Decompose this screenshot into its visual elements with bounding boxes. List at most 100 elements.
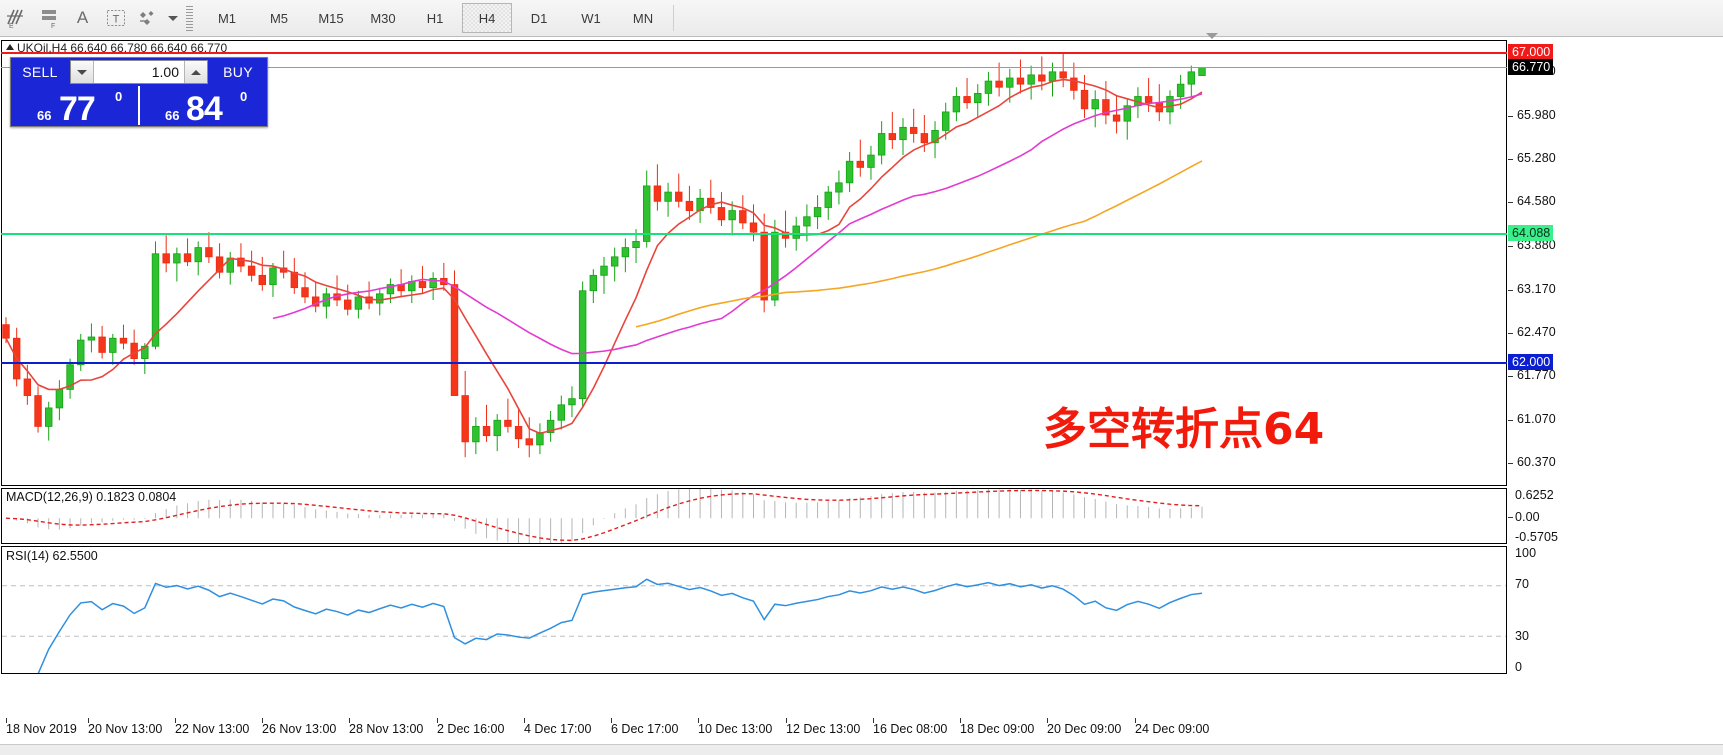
time-tick xyxy=(349,718,350,723)
rsi-label: RSI(14) 62.5500 xyxy=(6,549,98,563)
time-tick xyxy=(524,718,525,723)
price-axis-label: 62.470 xyxy=(1517,324,1556,339)
time-tick xyxy=(1135,718,1136,723)
time-axis[interactable]: 18 Nov 2019 20 Nov 13:00 22 Nov 13:00 26 No… xyxy=(0,718,1723,744)
sell-button[interactable]: SELL xyxy=(22,64,58,80)
level-line-64088[interactable] xyxy=(1,232,1507,235)
sell-price-main: 77 xyxy=(59,90,96,128)
objects-icon[interactable] xyxy=(132,3,165,33)
price-tick xyxy=(1508,376,1513,378)
time-axis-label: 20 Nov 13:00 xyxy=(88,722,163,736)
text-label-icon[interactable]: T xyxy=(99,3,132,33)
price-axis-label: 65.980 xyxy=(1517,107,1556,122)
timeframe-h4[interactable]: H4 xyxy=(462,3,512,33)
collapse-triangle-icon[interactable] xyxy=(6,44,14,50)
time-tick xyxy=(786,718,787,723)
price-tick xyxy=(1508,332,1513,334)
time-tick xyxy=(960,718,961,723)
sell-price-point: 0 xyxy=(115,89,123,104)
level-line-62000[interactable] xyxy=(1,362,1507,365)
indicators-icon[interactable]: E xyxy=(0,3,33,33)
price-axis[interactable]: 66.68065.98065.28064.58063.88063.17062.4… xyxy=(1508,40,1723,486)
time-tick xyxy=(437,718,438,723)
trade-panel-top: SELL 1.00 BUY xyxy=(11,58,267,86)
buy-price-display[interactable]: 66 84 0 xyxy=(138,86,267,128)
price-tick xyxy=(1508,289,1513,291)
main-toolbar: E F A T M1 M5 M15 M30 H1 H4 D1 W1 MN xyxy=(0,0,1723,37)
buy-button[interactable]: BUY xyxy=(223,64,253,80)
price-tick xyxy=(1508,158,1513,160)
time-tick xyxy=(698,718,699,723)
price-tick xyxy=(1508,245,1513,247)
svg-text:T: T xyxy=(112,14,119,26)
time-axis-label: 4 Dec 17:00 xyxy=(524,722,592,736)
price-tick xyxy=(1508,463,1513,465)
time-axis-label: 2 Dec 16:00 xyxy=(437,722,505,736)
rsi-axis-label: 70 xyxy=(1515,577,1530,592)
timeframe-mn[interactable]: MN xyxy=(632,10,654,26)
rsi-axis-label: 30 xyxy=(1515,628,1530,643)
time-axis-label: 12 Dec 13:00 xyxy=(786,722,861,736)
time-axis-label: 20 Dec 09:00 xyxy=(1047,722,1122,736)
text-tool-icon[interactable]: A xyxy=(76,8,89,27)
price-tag-64088: 64.088 xyxy=(1508,224,1554,241)
macd-tick xyxy=(1508,517,1513,519)
time-tick xyxy=(262,718,263,723)
time-axis-label: 28 Nov 13:00 xyxy=(349,722,424,736)
chart-scroll-marker[interactable] xyxy=(1206,33,1218,39)
volume-value[interactable]: 1.00 xyxy=(94,61,184,83)
volume-stepper[interactable]: 1.00 xyxy=(70,60,208,84)
time-tick xyxy=(88,718,89,723)
price-axis-label: 63.880 xyxy=(1517,237,1556,252)
price-tick xyxy=(1508,419,1513,421)
price-axis-label: 64.580 xyxy=(1517,194,1556,209)
time-axis-label: 6 Dec 17:00 xyxy=(611,722,679,736)
chevron-down-icon[interactable] xyxy=(165,3,181,33)
volume-increment-button[interactable] xyxy=(184,61,207,83)
timeframe-m1[interactable]: M1 xyxy=(217,10,237,26)
timeframe-m30[interactable]: M30 xyxy=(370,10,396,26)
time-tick xyxy=(1047,718,1048,723)
time-tick xyxy=(873,718,874,723)
macd-pane[interactable] xyxy=(1,488,1507,544)
timeframe-w1[interactable]: W1 xyxy=(581,10,601,26)
svg-text:E: E xyxy=(9,23,14,29)
price-tick xyxy=(1508,115,1513,117)
rsi-axis-label: 0 xyxy=(1515,660,1523,674)
price-axis-label: 61.770 xyxy=(1517,368,1556,383)
volume-decrement-button[interactable] xyxy=(71,61,94,83)
one-click-trading-panel[interactable]: SELL 1.00 BUY 66 77 0 66 84 0 xyxy=(10,57,268,128)
timeframe-m5[interactable]: M5 xyxy=(269,10,289,26)
chart-header-text: UKOil,H4 66.640 66.780 66.640 66.770 xyxy=(17,41,228,55)
rsi-plot xyxy=(2,578,1506,673)
price-axis-label: 61.070 xyxy=(1517,411,1556,426)
sell-price-display[interactable]: 66 77 0 xyxy=(11,86,138,128)
toolbar-grip[interactable] xyxy=(185,5,194,31)
macd-plot xyxy=(5,489,1203,543)
toolbar-divider xyxy=(673,5,674,31)
chart-annotation: 多空转折点64 xyxy=(1043,404,1325,455)
timeframe-d1[interactable]: D1 xyxy=(530,10,548,26)
time-tick xyxy=(611,718,612,723)
level-line-67000[interactable] xyxy=(1,52,1507,55)
templates-icon[interactable]: F xyxy=(33,3,66,33)
price-tick xyxy=(1508,202,1513,204)
price-axis-label: 63.170 xyxy=(1517,281,1556,296)
time-tick xyxy=(175,718,176,723)
time-axis-label: 18 Dec 09:00 xyxy=(960,722,1035,736)
timeframe-m15[interactable]: M15 xyxy=(318,10,344,26)
svg-text:F: F xyxy=(51,23,55,29)
chart-header: UKOil,H4 66.640 66.780 66.640 66.770 xyxy=(6,41,227,55)
time-axis-label: 22 Nov 13:00 xyxy=(175,722,250,736)
macd-axis-label: -0.5705 xyxy=(1515,530,1559,544)
rsi-pane[interactable] xyxy=(1,546,1507,674)
price-tag-62000: 62.000 xyxy=(1508,354,1554,371)
timeframe-h1[interactable]: H1 xyxy=(426,10,444,26)
macd-axis-label: 0.6252 xyxy=(1515,488,1554,502)
time-tick xyxy=(6,718,7,723)
price-axis-label: 65.280 xyxy=(1517,150,1556,165)
time-axis-label: 26 Nov 13:00 xyxy=(262,722,337,736)
rsi-axis-label: 100 xyxy=(1515,546,1537,560)
macd-label: MACD(12,26,9) 0.1823 0.0804 xyxy=(6,490,177,504)
